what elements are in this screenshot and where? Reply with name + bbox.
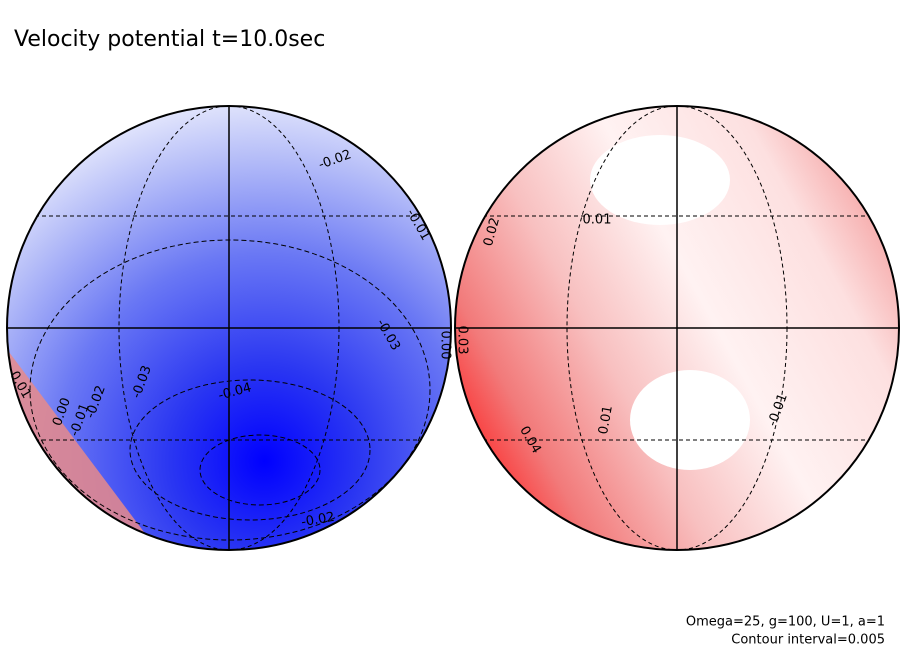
contour-label: 0.02 <box>481 216 503 248</box>
contour-label: 0.03 <box>455 326 470 355</box>
title: Velocity potential t=10.0sec <box>14 27 325 52</box>
contour-label: 0.01 <box>583 213 612 228</box>
contour-label: 0.00 <box>438 331 453 360</box>
contour-interval: Contour interval=0.005 <box>731 633 885 648</box>
contour-label: -0.02 <box>300 510 336 531</box>
right-globe <box>455 106 899 550</box>
parameters: Omega=25, g=100, U=1, a=1 <box>686 615 885 630</box>
contour-label: 0.01 <box>596 404 616 435</box>
